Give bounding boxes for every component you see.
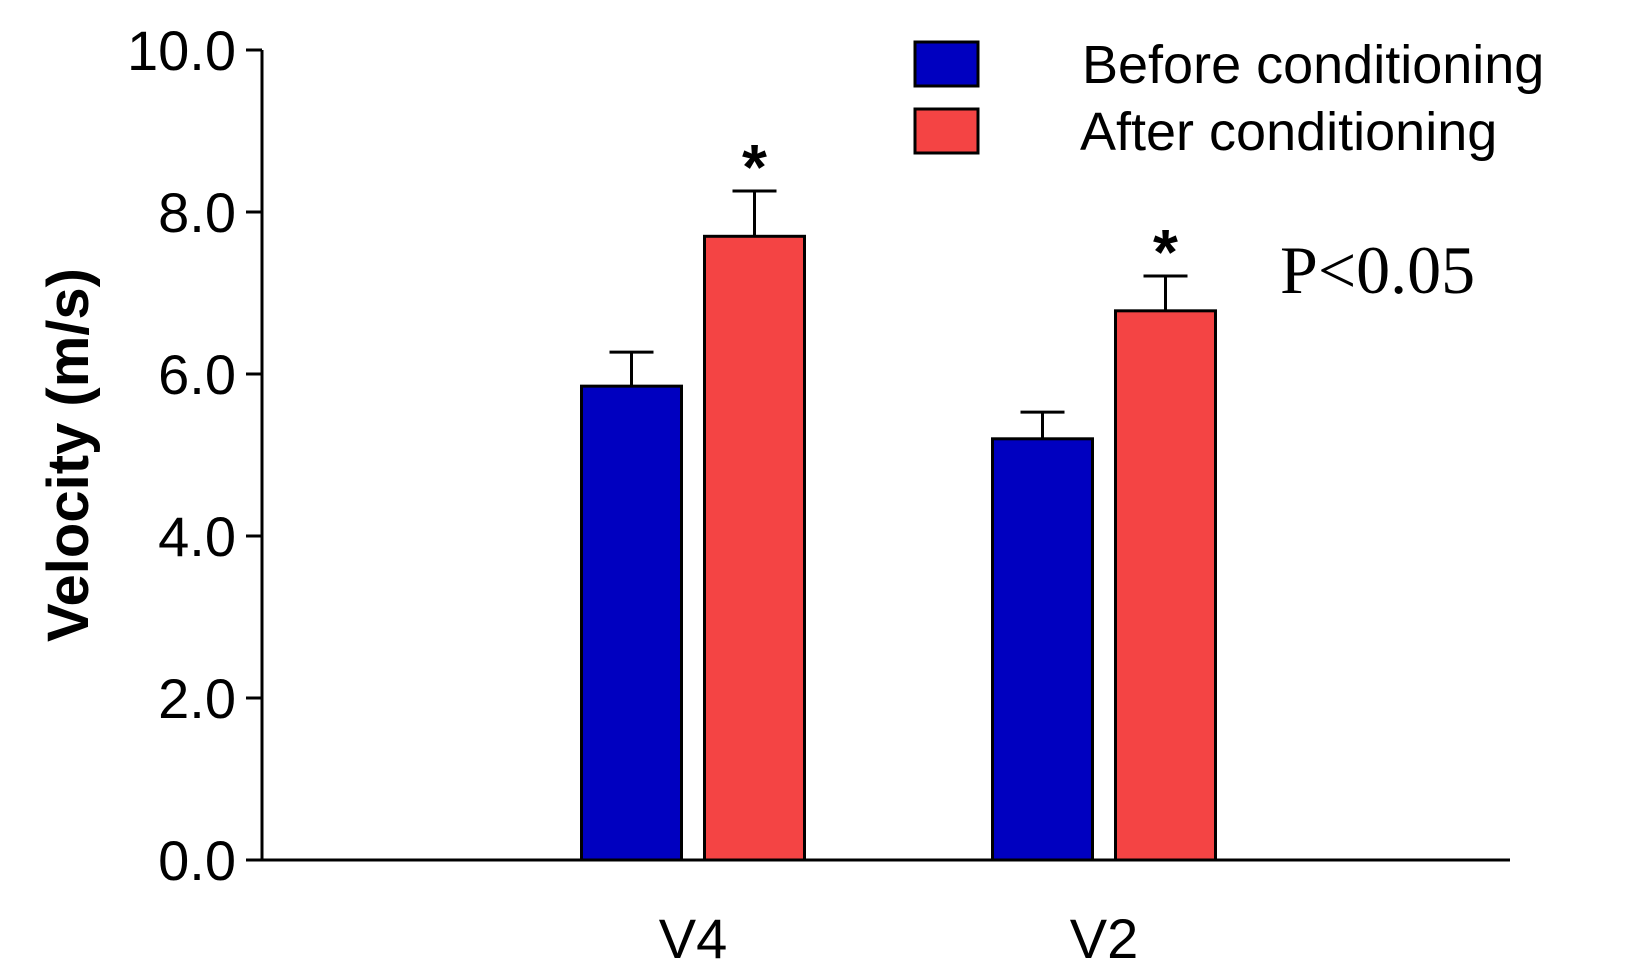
legend: Before conditioning After conditioning xyxy=(913,35,1544,162)
bar-V2-0 xyxy=(991,437,1094,862)
bar-V4-0 xyxy=(580,384,683,862)
x-tick-label-V2: V2 xyxy=(1070,907,1139,967)
y-ticks: 0.0 2.0 4.0 6.0 8.0 10.0 xyxy=(127,19,262,892)
y-tick-label-0: 0.0 xyxy=(158,829,236,892)
y-tick-label-4: 8.0 xyxy=(158,181,236,244)
y-tick-label-2: 4.0 xyxy=(158,505,236,568)
y-axis-label: Velocity (m/s) xyxy=(36,268,101,642)
significance-marker-V2: * xyxy=(1153,216,1178,288)
significance-marker-V4: * xyxy=(742,131,767,203)
y-tick-label-1: 2.0 xyxy=(158,667,236,730)
bars: ** xyxy=(580,131,1217,862)
x-tick-label-V4: V4 xyxy=(659,907,728,967)
legend-label-after: After conditioning xyxy=(1080,102,1497,162)
bar-V2-1 xyxy=(1114,309,1217,862)
y-tick-label-5: 10.0 xyxy=(127,19,236,82)
legend-swatch-before xyxy=(913,40,980,88)
axes xyxy=(260,50,1510,862)
legend-label-before: Before conditioning xyxy=(1082,35,1544,95)
y-tick-label-3: 6.0 xyxy=(158,343,236,406)
x-tick-labels: V4 V2 xyxy=(659,907,1139,967)
p-value-annotation: P<0.05 xyxy=(1280,232,1475,308)
bar-V4-1 xyxy=(703,234,806,862)
legend-swatch-after xyxy=(913,107,980,155)
